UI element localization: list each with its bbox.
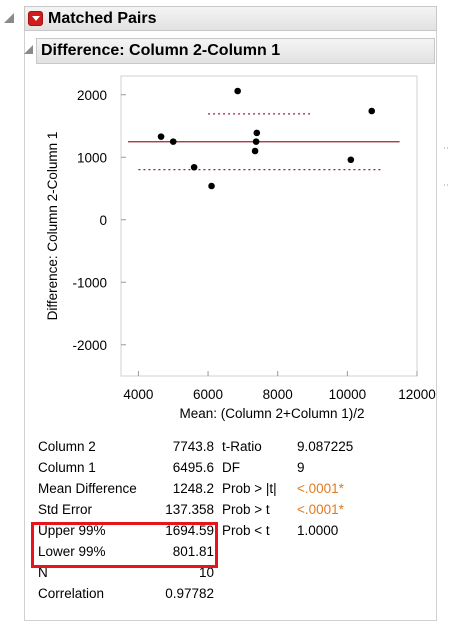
stat-label: Prob > t (222, 502, 270, 517)
outer-title: Matched Pairs (48, 10, 157, 27)
stat-value: 1248.2 (172, 481, 214, 496)
stat-label: Mean Difference (38, 481, 137, 496)
stat-label: Prob < t (222, 523, 270, 538)
difference-header[interactable]: Difference: Column 2-Column 1 (36, 38, 435, 64)
data-point[interactable] (347, 156, 355, 164)
outer-disclosure-icon[interactable] (4, 13, 14, 23)
inner-title: Difference: Column 2-Column 1 (41, 42, 281, 59)
stat-value: 6495.6 (172, 460, 214, 475)
stat-value: 9 (297, 460, 305, 475)
data-point[interactable] (157, 133, 165, 140)
x-tick-label: 10000 (329, 387, 367, 402)
stat-value: 1694.59 (165, 523, 214, 538)
x-tick-label: 6000 (193, 387, 223, 402)
stat-value: <.0001* (297, 481, 344, 496)
stat-label: DF (222, 460, 240, 475)
stat-label: Prob > |t| (222, 481, 277, 496)
stat-value: 801.81 (172, 544, 214, 559)
stat-value: 7743.8 (172, 439, 214, 454)
data-point[interactable] (234, 87, 241, 95)
report-panel (24, 31, 437, 621)
stat-value: <.0001* (297, 502, 344, 517)
x-tick-label: 12000 (398, 387, 436, 402)
stat-label: N (38, 565, 48, 580)
stat-value: 9.087225 (297, 439, 354, 454)
y-tick-label: 2000 (77, 88, 107, 103)
confidence-interval-highlight (31, 522, 218, 568)
stat-value: 137.358 (165, 502, 214, 517)
data-point[interactable] (190, 163, 198, 171)
resize-hints[interactable] (444, 147, 450, 186)
data-point[interactable] (253, 129, 261, 137)
x-axis-title: Mean: (Column 2+Column 1)/2 (180, 406, 365, 421)
stat-label: Lower 99% (38, 544, 106, 559)
stat-label: Column 1 (38, 460, 96, 475)
data-point[interactable] (368, 107, 376, 115)
stat-label: Correlation (38, 586, 105, 601)
data-point[interactable] (169, 138, 177, 145)
y-tick-label: -1000 (72, 275, 107, 290)
data-point[interactable] (208, 182, 215, 190)
stat-value: 1.0000 (297, 523, 339, 538)
stat-value: 0.97782 (165, 586, 214, 601)
plot-frame (120, 75, 418, 377)
stat-value: 10 (198, 565, 214, 580)
matched-pairs-header[interactable]: Matched Pairs (24, 6, 437, 31)
data-point[interactable] (251, 147, 259, 155)
y-axis-title: Difference: Column 2-Column 1 (45, 132, 60, 321)
y-tick-label: -2000 (72, 338, 107, 353)
red-triangle-menu-icon[interactable] (28, 11, 43, 26)
stat-label: Std Error (38, 502, 93, 517)
stat-label: Column 2 (38, 439, 96, 454)
data-point[interactable] (252, 138, 260, 145)
x-tick-label: 8000 (263, 387, 293, 402)
stat-label: t-Ratio (222, 439, 262, 454)
y-tick-label: 1000 (77, 150, 107, 165)
x-tick-label: 4000 (123, 387, 153, 402)
stat-label: Upper 99% (38, 523, 106, 538)
inner-disclosure-icon[interactable] (24, 45, 33, 54)
y-tick-label: 0 (99, 213, 107, 228)
